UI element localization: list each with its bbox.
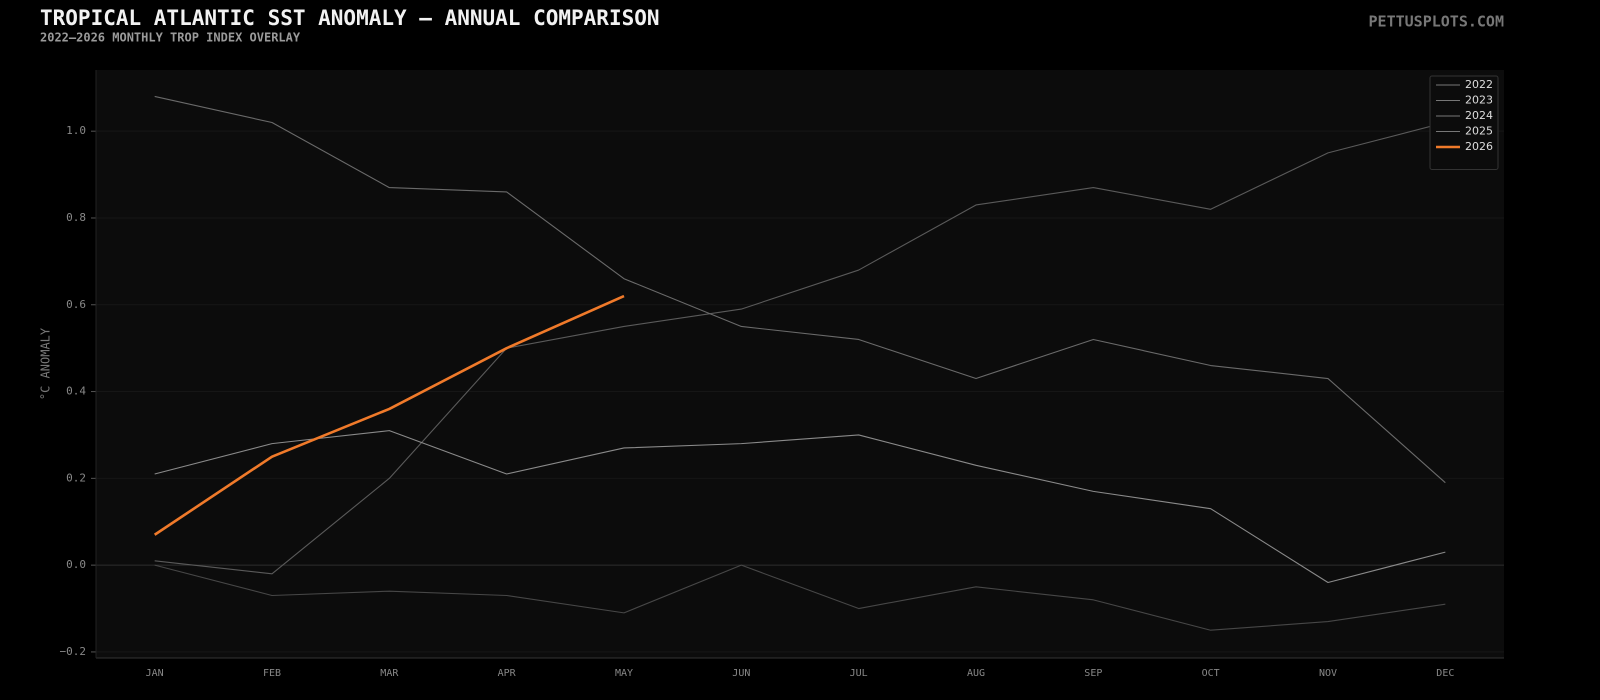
series-line (153, 294, 625, 536)
y-tick-label: 0.8 (66, 211, 86, 224)
legend-label: 2025 (1465, 125, 1493, 138)
x-tick-label: FEB (263, 668, 281, 679)
x-tick-label: JUL (850, 668, 868, 679)
chart-subtitle: 2022–2026 MONTHLY TROP INDEX OVERLAY (40, 31, 301, 45)
x-tick-label: AUG (967, 668, 985, 679)
plot-area (96, 70, 1504, 658)
y-tick-label: 1.0 (66, 124, 86, 137)
legend: 2022 2023 2024 2025 2026 (1429, 75, 1499, 170)
series-line (154, 564, 1446, 631)
y-tick-label: 0.2 (66, 471, 86, 484)
x-tick-label: MAR (380, 668, 399, 679)
y-tick-label: −0.2 (60, 645, 87, 658)
legend-label: 2024 (1465, 109, 1493, 122)
x-tick-label: NOV (1319, 668, 1337, 679)
series-line (154, 95, 1446, 484)
x-tick-label: JAN (146, 668, 164, 679)
series-line (154, 121, 1446, 575)
legend-label: 2026 (1465, 140, 1493, 153)
x-tick-label: DEC (1436, 668, 1454, 679)
y-tick-label: 0.0 (66, 558, 86, 571)
chart-title: TROPICAL ATLANTIC SST ANOMALY — ANNUAL C… (40, 6, 660, 30)
y-axis-label: °C ANOMALY (39, 327, 53, 400)
x-tick-label: JUN (732, 668, 750, 679)
legend-label: 2022 (1465, 78, 1493, 91)
x-tick-label: MAY (615, 668, 633, 679)
x-tick-label: APR (498, 668, 517, 679)
x-tick-label: SEP (1084, 668, 1102, 679)
brand: PETTUSPLOTS.COM (1369, 13, 1504, 31)
x-tick-label: OCT (1202, 668, 1220, 679)
y-tick-label: 0.6 (66, 298, 86, 311)
y-tick-label: 0.4 (66, 385, 86, 398)
series-line (154, 430, 1446, 584)
legend-label: 2023 (1465, 94, 1493, 107)
